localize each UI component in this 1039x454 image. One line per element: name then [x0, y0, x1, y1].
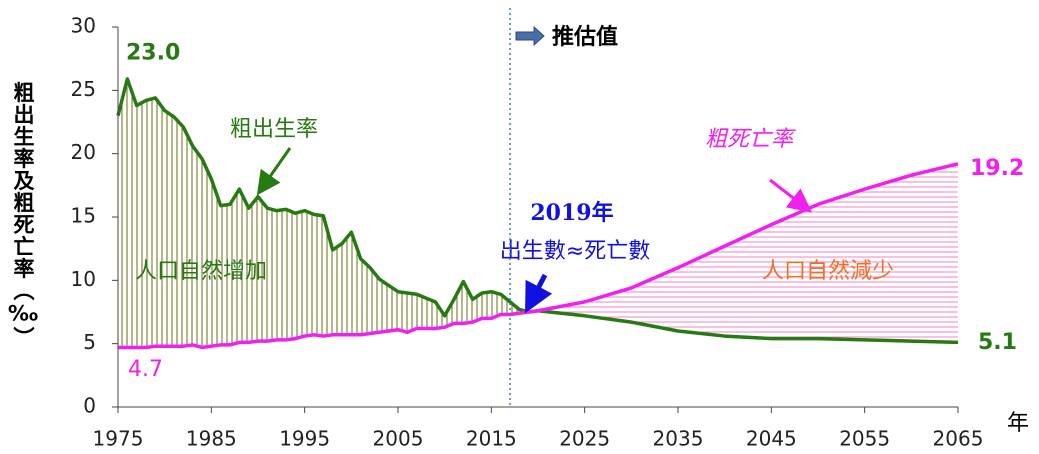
birth-arrow: [256, 147, 292, 196]
birth-label: 粗出生率: [230, 117, 318, 142]
increase-area: [118, 78, 529, 348]
birth-end-label: 5.1: [978, 330, 1017, 355]
x-tick-label: 1985: [186, 427, 237, 451]
value-label: 23.0: [126, 41, 180, 66]
x-tick-label: 1995: [279, 427, 330, 451]
projection-label: 推估值: [552, 24, 618, 50]
increase-label: 人口自然增加: [135, 259, 267, 284]
x-tick-label: 1975: [93, 427, 144, 451]
cross-year-label: 2019年: [530, 200, 613, 226]
y-tick-label: 20: [71, 140, 96, 164]
x-tick-label: 2005: [373, 427, 424, 451]
x-tick-label: 2055: [839, 427, 890, 451]
value-label: 19.2: [970, 156, 1024, 181]
cross-arrow: [525, 273, 553, 314]
decrease-area: [528, 163, 958, 343]
y-tick-label: 15: [71, 204, 96, 228]
x-tick-label: 2045: [746, 427, 797, 451]
x-tick-label: 2065: [933, 427, 984, 451]
y-tick-label: 5: [83, 330, 96, 354]
y-axis-title: 粗出生率及粗死亡率（‰）: [8, 82, 38, 349]
decrease-label: 人口自然減少: [762, 259, 894, 284]
death-arrow: [769, 178, 813, 213]
y-tick-label: 25: [71, 77, 96, 101]
arrow-icon: [515, 25, 545, 47]
cross-label: 出生數≈死亡數: [500, 239, 650, 264]
x-tick-label: 2015: [466, 427, 517, 451]
y-tick-label: 30: [71, 14, 96, 38]
x-axis-title: 年: [1007, 411, 1029, 436]
x-tick-label: 2025: [559, 427, 610, 451]
y-tick-label: 0: [83, 394, 96, 418]
death-label: 粗死亡率: [705, 127, 796, 152]
death-start-label: 4.7: [128, 357, 163, 382]
y-tick-label: 10: [71, 267, 96, 291]
x-tick-label: 2035: [653, 427, 704, 451]
